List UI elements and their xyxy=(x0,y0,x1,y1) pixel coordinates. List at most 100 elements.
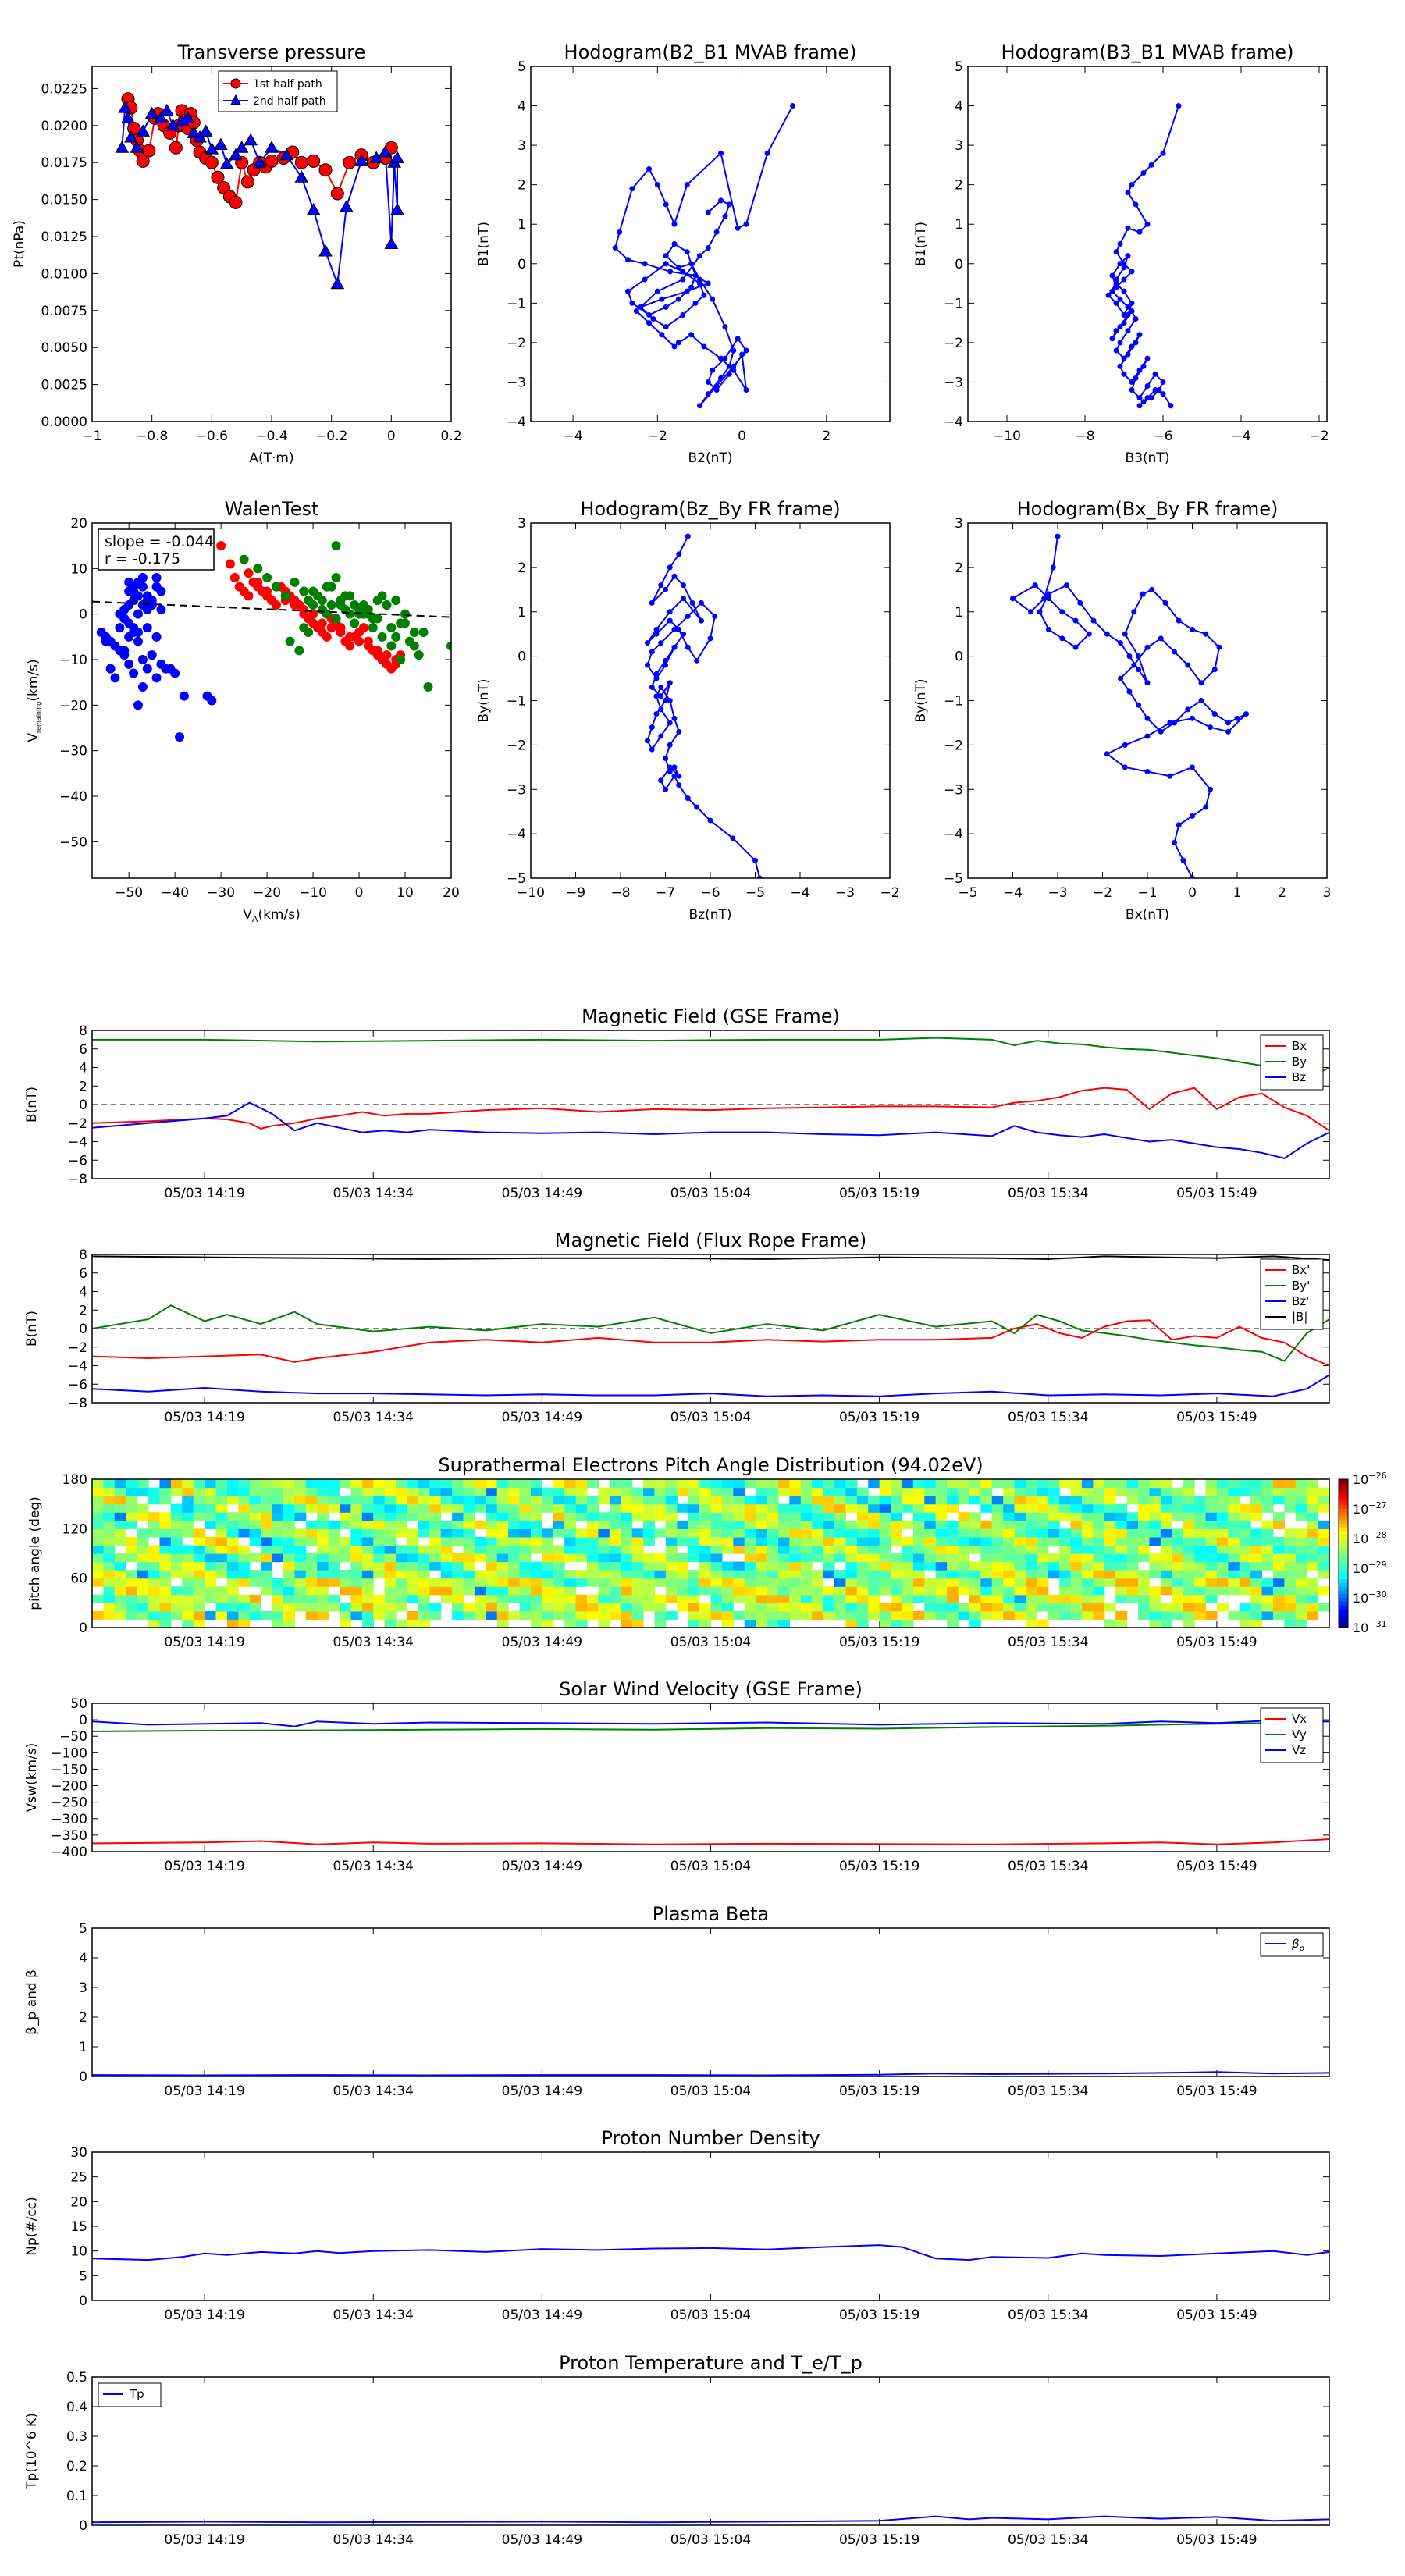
y-tick-label: −1 xyxy=(507,694,526,710)
x-axis-label: B2(nT) xyxy=(688,450,733,466)
heatmap-cell xyxy=(1250,1553,1263,1563)
heatmap-cell xyxy=(688,1487,700,1496)
x-tick-label: −1 xyxy=(1137,885,1157,901)
heatmap-cell xyxy=(643,1586,656,1596)
y-tick-label: 2 xyxy=(518,560,526,576)
heatmap-cell xyxy=(361,1586,374,1596)
heatmap-cell xyxy=(1048,1561,1060,1571)
heatmap-cell xyxy=(1104,1570,1116,1579)
heatmap-cell xyxy=(1138,1503,1151,1513)
heatmap-cell xyxy=(1250,1619,1263,1628)
heatmap-cell xyxy=(418,1603,430,1612)
heatmap-cell xyxy=(519,1610,532,1621)
data-point xyxy=(414,650,424,660)
heatmap-cell xyxy=(328,1545,340,1554)
heatmap-cell xyxy=(980,1536,993,1546)
heatmap-cell xyxy=(744,1603,756,1612)
heatmap-cell xyxy=(1138,1586,1151,1596)
heatmap-cell xyxy=(665,1528,678,1538)
heatmap-cell xyxy=(226,1528,239,1538)
data-point-1st-half xyxy=(205,155,219,169)
data-point xyxy=(705,280,711,286)
heatmap-cell xyxy=(947,1496,959,1505)
data-point xyxy=(1162,600,1168,606)
heatmap-cell xyxy=(1183,1512,1195,1521)
heatmap-cell xyxy=(215,1503,228,1513)
heatmap-cell xyxy=(486,1520,498,1529)
data-point xyxy=(1126,653,1133,660)
heatmap-cell xyxy=(361,1561,374,1571)
data-point xyxy=(645,662,650,668)
heatmap-cell xyxy=(947,1487,959,1496)
data-point xyxy=(244,568,254,578)
heatmap-cell xyxy=(1003,1536,1016,1546)
data-point xyxy=(1136,367,1143,373)
y-axis-label: B(nT) xyxy=(24,1311,40,1347)
heatmap-cell xyxy=(1205,1496,1218,1505)
heatmap-cell xyxy=(1059,1536,1072,1546)
heatmap-cell xyxy=(856,1610,869,1621)
data-point xyxy=(671,221,678,227)
heatmap-cell xyxy=(474,1503,486,1513)
data-point xyxy=(663,698,668,703)
heatmap-cell xyxy=(1295,1479,1307,1489)
heatmap-cell xyxy=(463,1520,475,1529)
heatmap-cell xyxy=(261,1503,273,1513)
heatmap-cell xyxy=(969,1578,981,1587)
heatmap-cell xyxy=(621,1503,633,1513)
heatmap-cell xyxy=(249,1512,261,1521)
heatmap-cell xyxy=(452,1496,464,1505)
heatmap-cell xyxy=(677,1487,689,1496)
data-point xyxy=(1117,261,1123,267)
data-point-2nd-half xyxy=(144,106,159,119)
heatmap-cell xyxy=(688,1603,700,1612)
heatmap-cell xyxy=(1160,1603,1172,1612)
heatmap-cell xyxy=(1216,1545,1229,1554)
data-point xyxy=(1190,875,1195,878)
chart-title: Suprathermal Electrons Pitch Angle Distr… xyxy=(438,1454,983,1476)
heatmap-cell xyxy=(1093,1603,1105,1612)
y-tick-label: −50 xyxy=(59,1729,87,1745)
heatmap-cell xyxy=(564,1528,577,1538)
heatmap-cell xyxy=(879,1545,891,1554)
heatmap-cell xyxy=(103,1578,116,1587)
heatmap-cell xyxy=(452,1503,464,1513)
heatmap-cell xyxy=(699,1603,712,1612)
heatmap-cell xyxy=(1126,1520,1139,1529)
heatmap-cell xyxy=(519,1586,532,1596)
heatmap-cell xyxy=(1037,1586,1049,1596)
series-line-By xyxy=(92,1037,1329,1081)
heatmap-cell xyxy=(575,1496,588,1505)
heatmap-cell xyxy=(823,1496,835,1505)
heatmap-cell xyxy=(496,1594,509,1603)
heatmap-cell xyxy=(564,1570,577,1579)
data-point xyxy=(391,596,401,606)
heatmap-cell xyxy=(777,1603,790,1612)
heatmap-cell xyxy=(1216,1536,1229,1546)
heatmap-cell xyxy=(238,1594,251,1603)
heatmap-cell xyxy=(1059,1545,1072,1554)
data-point xyxy=(1032,582,1038,589)
heatmap-cell xyxy=(1003,1520,1016,1529)
heatmap-cell xyxy=(1093,1578,1105,1587)
heatmap-cell xyxy=(452,1512,464,1521)
heatmap-cell xyxy=(1261,1553,1274,1563)
data-point xyxy=(345,632,355,642)
data-point xyxy=(308,586,318,596)
data-point xyxy=(752,857,758,863)
data-point xyxy=(710,296,716,302)
heatmap-cell xyxy=(205,1479,217,1489)
heatmap-cell xyxy=(193,1619,205,1628)
heatmap-cell xyxy=(159,1545,172,1554)
data-point xyxy=(663,786,668,792)
x-tick-label: 2 xyxy=(822,429,831,444)
heatmap-cell xyxy=(800,1594,813,1603)
heatmap-cell xyxy=(272,1536,284,1546)
colorbar-step xyxy=(1339,1609,1348,1614)
heatmap-cell xyxy=(969,1528,981,1538)
y-axis-label: Np(#/cc) xyxy=(24,2197,40,2255)
heatmap-cell xyxy=(924,1594,937,1603)
heatmap-cell xyxy=(542,1578,554,1587)
heatmap-cell xyxy=(1250,1487,1263,1496)
heatmap-cell xyxy=(902,1603,914,1612)
